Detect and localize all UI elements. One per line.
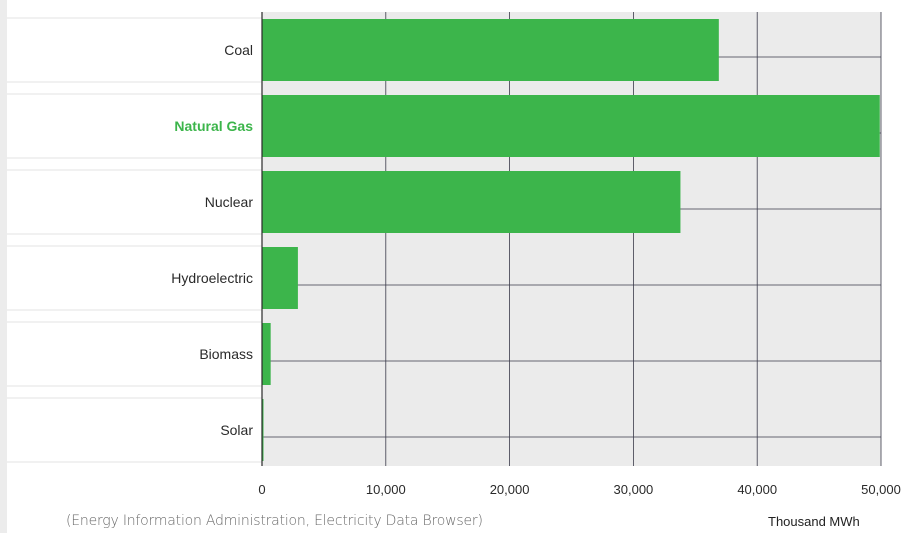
- category-label: Coal: [224, 42, 253, 58]
- x-tick-label: 30,000: [614, 482, 654, 497]
- source-note: (Energy Information Administration, Elec…: [66, 513, 483, 529]
- row-band: [7, 94, 262, 158]
- row-band: [7, 170, 262, 234]
- x-tick-label: 0: [258, 482, 265, 497]
- category-label: Biomass: [199, 346, 253, 362]
- category-row-bands: [7, 17, 262, 463]
- category-label: Natural Gas: [174, 118, 253, 134]
- x-tick-label: 50,000: [861, 482, 901, 497]
- x-tick-label: 10,000: [366, 482, 406, 497]
- x-axis-unit-label: Thousand MWh: [768, 514, 860, 529]
- plot-background: [262, 12, 881, 466]
- category-label: Solar: [220, 422, 253, 438]
- x-tick-label: 40,000: [737, 482, 777, 497]
- category-labels: Coal Natural Gas Nuclear Hydroelectric Bioma…: [171, 42, 253, 438]
- bar-solar: [262, 399, 264, 461]
- row-band: [7, 322, 262, 386]
- bar-hydroelectric: [262, 247, 298, 309]
- category-label: Nuclear: [205, 194, 254, 210]
- row-band: [7, 398, 262, 462]
- row-band: [7, 246, 262, 310]
- bar-coal: [262, 19, 719, 81]
- bar-nuclear: [262, 171, 681, 233]
- bar-biomass: [262, 323, 271, 385]
- x-tick-label: 20,000: [490, 482, 530, 497]
- x-tick-labels: 0 10,000 20,000 30,000 40,000 50,000: [258, 482, 901, 497]
- bars: [262, 19, 880, 461]
- left-margin-strip: [0, 0, 7, 533]
- bar-natural-gas: [262, 95, 880, 157]
- category-label: Hydroelectric: [171, 270, 253, 286]
- row-band: [7, 18, 262, 82]
